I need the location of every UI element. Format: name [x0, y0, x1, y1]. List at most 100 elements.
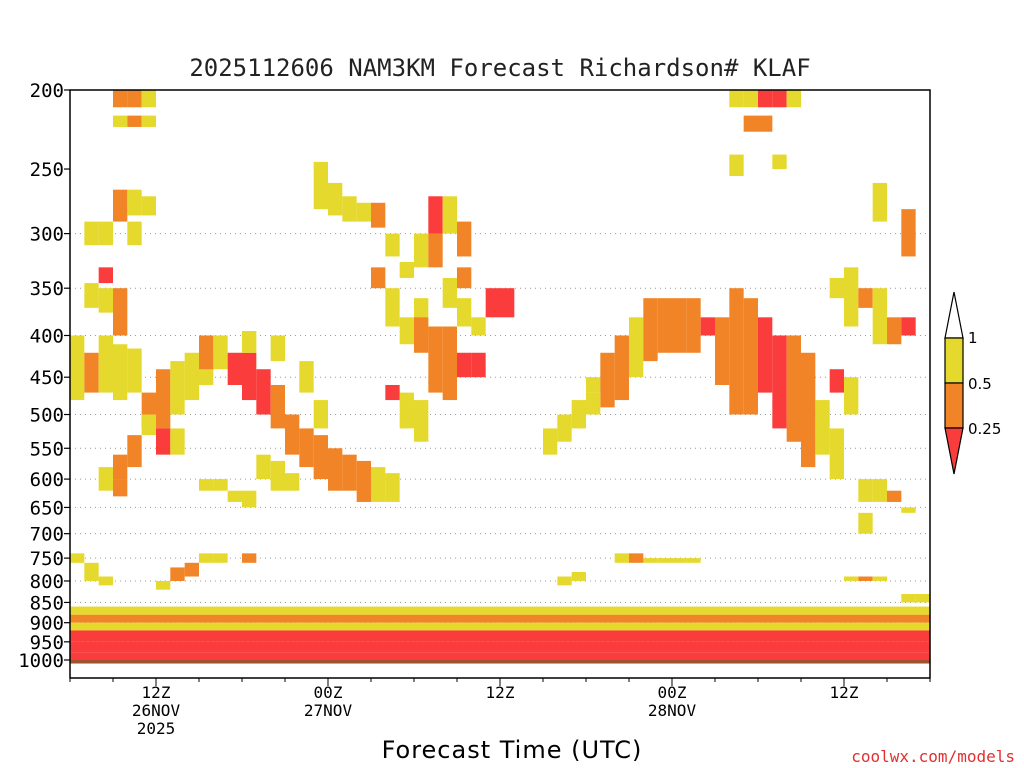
ri-cell	[743, 115, 758, 132]
ri-cell	[285, 473, 300, 491]
ri-cell	[729, 154, 744, 177]
ri-cell	[829, 277, 844, 299]
ri-cell	[141, 196, 156, 216]
ri-cell	[442, 196, 457, 234]
ri-cell	[786, 90, 801, 108]
ri-cell	[184, 562, 199, 577]
ri-cell	[457, 352, 472, 378]
ri-cell	[227, 490, 242, 502]
ri-cell	[414, 317, 429, 353]
ri-cell	[328, 182, 343, 216]
ri-cell	[672, 298, 687, 353]
ri-cell	[414, 233, 429, 268]
ri-cell	[328, 448, 343, 491]
x-tick-label: 28NOV	[648, 701, 697, 720]
ri-cell	[743, 298, 758, 415]
ri-cell	[385, 288, 400, 327]
ri-cell	[442, 277, 457, 308]
low-level-bands	[70, 606, 930, 664]
ri-cell	[70, 553, 85, 563]
ri-cell	[715, 317, 730, 385]
ri-cell	[113, 115, 128, 127]
ri-cell	[127, 90, 142, 108]
ri-cell	[915, 594, 930, 603]
ri-cell	[428, 326, 443, 393]
ri-cell	[98, 267, 113, 284]
ri-cell	[758, 90, 773, 108]
x-axis-label: Forecast Time (UTC)	[382, 736, 643, 764]
ri-cell	[356, 202, 371, 222]
ri-cell	[485, 288, 500, 318]
ri-cell	[872, 182, 887, 222]
x-tick-label: 12Z	[486, 683, 515, 702]
ri-cell	[313, 435, 328, 480]
low-level-band	[70, 614, 930, 623]
ri-cell	[213, 335, 228, 370]
ri-cell	[242, 331, 257, 353]
ri-cell	[256, 454, 271, 480]
x-tick-label: 26NOV	[132, 701, 181, 720]
y-tick-label: 950	[30, 632, 64, 654]
y-tick-label: 550	[30, 438, 64, 460]
ri-cell	[270, 335, 285, 362]
ri-cell	[242, 490, 257, 508]
ri-cell	[213, 479, 228, 491]
x-tick-label: 2025	[137, 719, 176, 738]
ri-cell	[686, 298, 701, 353]
ri-cell	[829, 428, 844, 480]
ri-cell	[127, 348, 142, 393]
ri-cell	[471, 352, 486, 378]
ground-band	[70, 660, 930, 664]
ri-cell	[385, 473, 400, 502]
low-level-band	[70, 606, 930, 615]
x-tick-label: 12Z	[830, 683, 859, 702]
ri-cell	[156, 428, 171, 455]
ri-cell	[342, 454, 357, 491]
low-level-band	[70, 630, 930, 642]
ri-cell	[84, 562, 99, 581]
ri-cell	[285, 414, 300, 455]
colorbar-legend: 1 0.5 0.25	[944, 291, 1001, 475]
colorbar-bottom-triangle	[944, 427, 964, 475]
ri-cell	[170, 428, 185, 455]
ri-cell	[614, 335, 629, 401]
ri-cell	[414, 400, 429, 442]
low-level-band	[70, 622, 930, 631]
ri-cell	[84, 221, 99, 246]
ri-cell	[643, 298, 658, 362]
ri-cell	[199, 553, 214, 563]
ri-cell	[901, 317, 916, 336]
ri-cell	[872, 288, 887, 345]
ri-cell	[758, 317, 773, 393]
y-tick-label: 450	[30, 367, 64, 389]
ri-cell	[399, 317, 414, 345]
ri-cell	[858, 288, 873, 308]
ri-cell	[256, 369, 271, 415]
ri-cell	[270, 384, 285, 429]
y-tick-label: 800	[30, 571, 64, 593]
ri-cell	[657, 298, 672, 353]
plot-inner	[70, 90, 930, 664]
ri-cell	[600, 352, 615, 408]
ri-cell	[141, 90, 156, 108]
ri-cell	[141, 414, 156, 436]
y-tick-label: 350	[30, 278, 64, 300]
colorbar-label: 1	[968, 329, 978, 347]
ri-cell	[113, 189, 128, 222]
low-level-band	[70, 641, 930, 653]
ri-cell	[270, 460, 285, 491]
ri-cell	[127, 115, 142, 127]
low-level-band	[70, 652, 930, 660]
ri-cell	[844, 576, 859, 581]
ri-cell	[772, 90, 787, 108]
plot-area	[69, 89, 931, 679]
ri-cell	[385, 233, 400, 257]
x-tick-label: 27NOV	[304, 701, 353, 720]
y-tick-label: 850	[30, 592, 64, 614]
ri-cell	[901, 594, 916, 603]
ri-cell	[84, 283, 99, 308]
ri-cell	[371, 202, 386, 228]
y-axis: 200 250 300 350 400 450 500 550 600 650 7007508008…	[18, 80, 70, 672]
ri-cell	[643, 558, 658, 563]
ri-cell	[299, 428, 314, 468]
